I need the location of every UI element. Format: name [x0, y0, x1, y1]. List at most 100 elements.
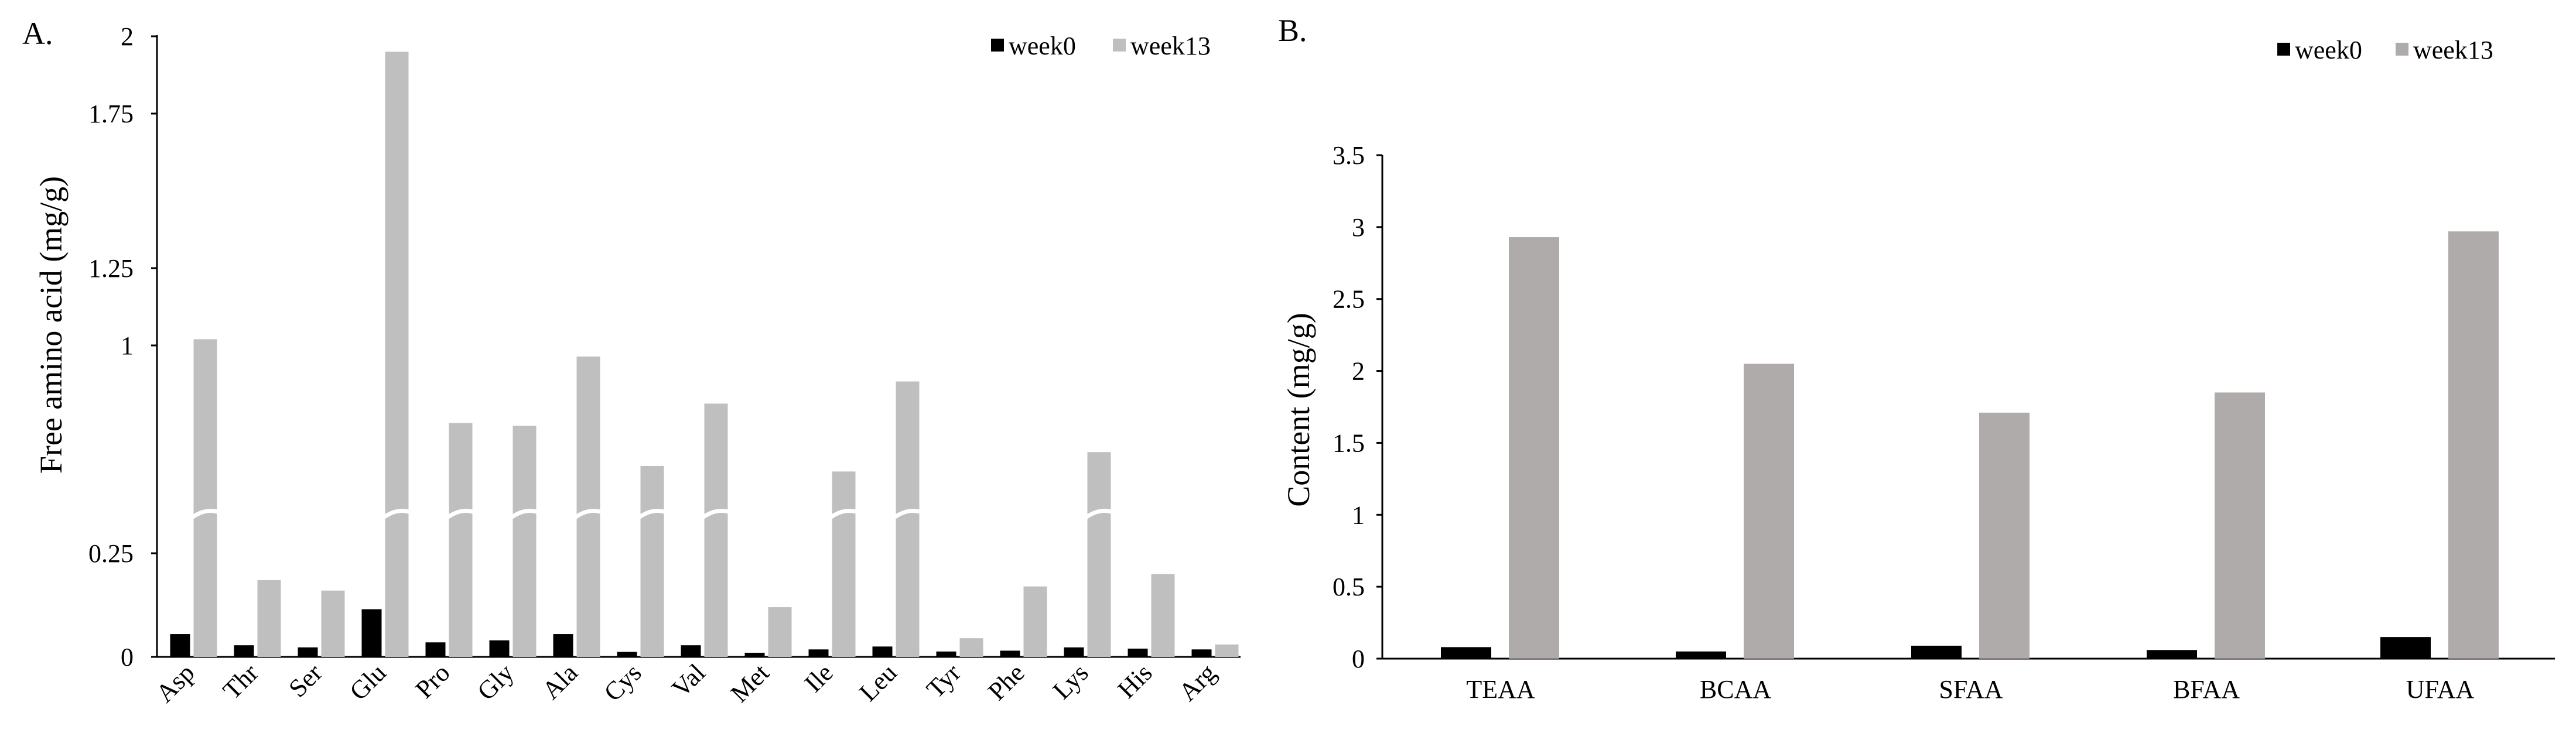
- chart-a-legend-label-week13: week13: [1130, 32, 1211, 60]
- chart-a-bar-week13: [768, 607, 792, 657]
- chart-a-bar-week0: [1000, 650, 1020, 657]
- chart-a-axis-break-mark: [445, 509, 476, 520]
- chart-b-bars: [1441, 231, 2499, 659]
- chart-a-category-label: Leu: [854, 658, 903, 707]
- chart-a-bar-week13: [832, 471, 856, 657]
- chart-b-bar-week0: [1911, 645, 1962, 659]
- chart-a-bar-week0: [298, 647, 318, 657]
- chart-a-bar-week13: [704, 403, 728, 657]
- chart-a-bar-week13: [1215, 644, 1239, 657]
- chart-a-category-label: Pro: [410, 658, 456, 704]
- chart-b-legend: week0 week13: [2277, 36, 2493, 64]
- chart-a-y-tick-label: 1.75: [88, 100, 134, 128]
- chart-a-axis-break-mark: [381, 509, 412, 520]
- chart-a-bar-week13: [321, 590, 345, 657]
- chart-a-axis-break-mark: [701, 509, 731, 520]
- chart-b-legend-swatch-week0: [2277, 43, 2290, 56]
- chart-a-bar-week13: [257, 580, 281, 657]
- chart-a-category-label: Glu: [344, 658, 391, 705]
- chart-a: A. Free amino acid (mg/g) 0 0.25 1 1.25 1.75…: [22, 16, 1241, 708]
- chart-a-bar-week13: [640, 465, 664, 657]
- chart-b-category-label: UFAA: [2406, 675, 2475, 704]
- chart-b-legend-label-week13: week13: [2413, 36, 2493, 64]
- chart-a-axis-break-mark: [637, 509, 667, 520]
- chart-b-category-label: SFAA: [1939, 675, 2003, 704]
- chart-b-y-axis-title: Content (mg/g): [1281, 313, 1316, 506]
- chart-a-bar-week0: [872, 646, 893, 657]
- chart-a-legend-label-week0: week0: [1009, 32, 1076, 60]
- chart-b-category-label: BFAA: [2173, 675, 2240, 704]
- chart-b-panel-label: B.: [1278, 13, 1307, 48]
- chart-a-axis-break-mark: [828, 509, 859, 520]
- chart-a-axis-break-mark: [573, 509, 603, 520]
- chart-b: B. Content (mg/g) 0 0.5 1 1.5 2 2.5 3 3.5 TEAA B…: [1278, 13, 2555, 704]
- chart-a-y-tick-label: 1.25: [88, 254, 134, 283]
- chart-a-category-labels: Asp Thr Ser Glu Pro Gly Ala Cys Val Met Ile Leu Tyr P…: [151, 658, 1222, 708]
- chart-b-y-tick-label: 0.5: [1333, 573, 1365, 601]
- chart-a-category-label: Tyr: [921, 658, 966, 704]
- chart-a-axis-break-mark: [190, 509, 220, 520]
- chart-a-category-label: His: [1112, 658, 1158, 704]
- chart-a-y-tick-label: 2: [121, 22, 134, 51]
- chart-b-y-tick-label: 3.5: [1333, 141, 1365, 170]
- chart-a-panel-label: A.: [22, 16, 53, 51]
- chart-a-axis-break-mark: [1084, 509, 1114, 520]
- chart-b-category-label: TEAA: [1466, 675, 1535, 704]
- chart-a-bar-week0: [617, 652, 637, 657]
- chart-a-bar-week13: [449, 423, 473, 657]
- chart-b-bar-week13: [2448, 231, 2499, 659]
- chart-a-category-label: Ala: [537, 658, 583, 705]
- chart-b-y-tick-label: 2.5: [1333, 285, 1365, 314]
- chart-b-bar-week0: [2147, 650, 2197, 659]
- chart-b-y-tick-label: 0: [1352, 645, 1365, 673]
- chart-a-bars: [170, 52, 1239, 657]
- chart-a-category-label: Phe: [982, 658, 1030, 705]
- chart-a-axis-break-mark: [892, 509, 923, 520]
- chart-b-category-labels: TEAA BCAA SFAA BFAA UFAA: [1466, 675, 2474, 704]
- chart-a-category-label: Thr: [217, 658, 264, 705]
- chart-a-legend-swatch-week13: [1113, 39, 1126, 52]
- chart-a-y-tick-label: 1: [121, 331, 134, 360]
- chart-b-y-tick-label: 2: [1352, 357, 1365, 386]
- chart-a-category-label: Asp: [151, 658, 200, 708]
- chart-a-y-tick-label: 0.25: [88, 539, 134, 568]
- chart-a-category-label: Ile: [799, 658, 838, 697]
- chart-a-category-label: Lys: [1047, 658, 1094, 705]
- chart-a-bar-week13: [385, 52, 409, 657]
- chart-a-bar-week0: [361, 609, 382, 657]
- chart-b-bar-week13: [1979, 412, 2030, 659]
- chart-b-bar-week13: [2215, 392, 2265, 659]
- chart-a-y-axis-title: Free amino acid (mg/g): [33, 176, 69, 474]
- chart-a-category-label: Cys: [598, 658, 647, 707]
- chart-a-bar-week0: [170, 634, 190, 657]
- chart-a-y-tick-label: 0: [121, 643, 134, 672]
- chart-a-bar-week13: [193, 339, 217, 657]
- chart-b-category-label: BCAA: [1700, 675, 1771, 704]
- chart-a-bar-week0: [1064, 647, 1084, 657]
- chart-b-y-tick-label: 3: [1352, 213, 1365, 242]
- chart-b-legend-label-week0: week0: [2295, 36, 2362, 64]
- chart-a-bar-week13: [513, 426, 537, 657]
- chart-b-bar-week0: [1676, 651, 1726, 659]
- chart-a-bar-week13: [1023, 586, 1047, 657]
- chart-a-bar-week13: [959, 638, 983, 657]
- chart-a-axis-break-mark: [509, 509, 539, 520]
- chart-b-y-tick-label: 1.5: [1333, 429, 1365, 457]
- chart-a-category-label: Met: [725, 658, 775, 708]
- chart-a-bar-week0: [1191, 649, 1212, 657]
- chart-a-legend: week0 week13: [991, 32, 1211, 60]
- chart-b-bar-week13: [1744, 364, 1794, 659]
- chart-a-category-label: Val: [666, 658, 710, 703]
- chart-b-bar-week0: [1441, 647, 1491, 659]
- chart-a-bar-week0: [425, 642, 446, 657]
- chart-b-bar-week0: [2380, 637, 2431, 659]
- chart-a-bar-week0: [681, 645, 701, 657]
- chart-a-category-label: Arg: [1173, 658, 1221, 706]
- chart-b-y-tick-label: 1: [1352, 501, 1365, 529]
- chart-a-bar-week0: [744, 652, 765, 657]
- chart-a-bar-week13: [576, 356, 600, 657]
- chart-a-bar-week13: [896, 381, 920, 657]
- chart-a-legend-swatch-week0: [991, 39, 1004, 52]
- chart-b-bar-week13: [1509, 237, 1559, 659]
